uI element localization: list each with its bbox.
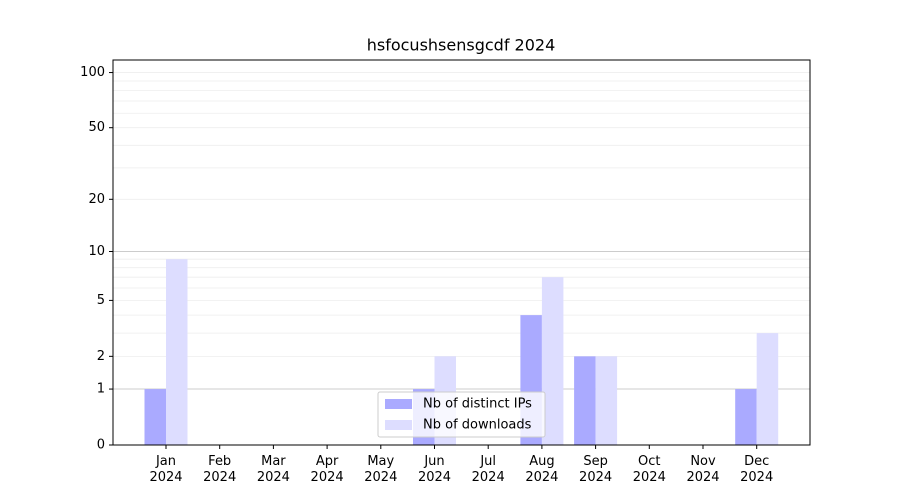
x-tick-label: Apr 2024: [311, 454, 344, 485]
x-tick-label: May 2024: [364, 454, 397, 485]
bar: [574, 356, 596, 445]
y-tick-label: 10: [88, 244, 105, 259]
legend-swatch: [385, 420, 412, 430]
x-tick-label: Jun 2024: [418, 454, 451, 485]
y-tick-label: 20: [88, 192, 105, 207]
x-tick-label: Oct 2024: [633, 454, 666, 485]
x-tick-label: Feb 2024: [203, 454, 236, 485]
bar: [756, 333, 779, 445]
x-tick-label: Sep 2024: [579, 454, 612, 485]
bar: [541, 277, 564, 445]
legend-label: Nb of distinct IPs: [423, 397, 532, 412]
y-tick-label: 0: [97, 438, 105, 453]
x-tick-label: Mar 2024: [257, 454, 290, 485]
plot-frame: [112, 59, 811, 446]
y-tick-label: 50: [88, 120, 105, 135]
x-tick-label: Jul 2024: [472, 454, 505, 485]
y-tick-label: 1: [97, 382, 105, 397]
x-tick-label: Jan 2024: [149, 454, 182, 485]
x-tick-label: Dec 2024: [740, 454, 773, 485]
legend-box: [377, 391, 546, 438]
bar: [595, 356, 618, 445]
chart-title: hsfocushsensgcdf 2024: [367, 36, 556, 55]
legend: Nb of distinct IPs Nb of downloads: [377, 391, 546, 438]
bar: [166, 259, 188, 445]
bar: [144, 389, 166, 445]
y-tick-label: 2: [97, 349, 105, 364]
y-tick-label: 5: [97, 293, 105, 308]
x-tick-label: Nov 2024: [686, 454, 719, 485]
x-tick-label: Aug 2024: [525, 454, 558, 485]
legend-label: Nb of downloads: [423, 418, 532, 433]
bar: [735, 389, 757, 445]
y-tick-label: 100: [80, 65, 105, 80]
legend-swatch: [385, 399, 412, 409]
